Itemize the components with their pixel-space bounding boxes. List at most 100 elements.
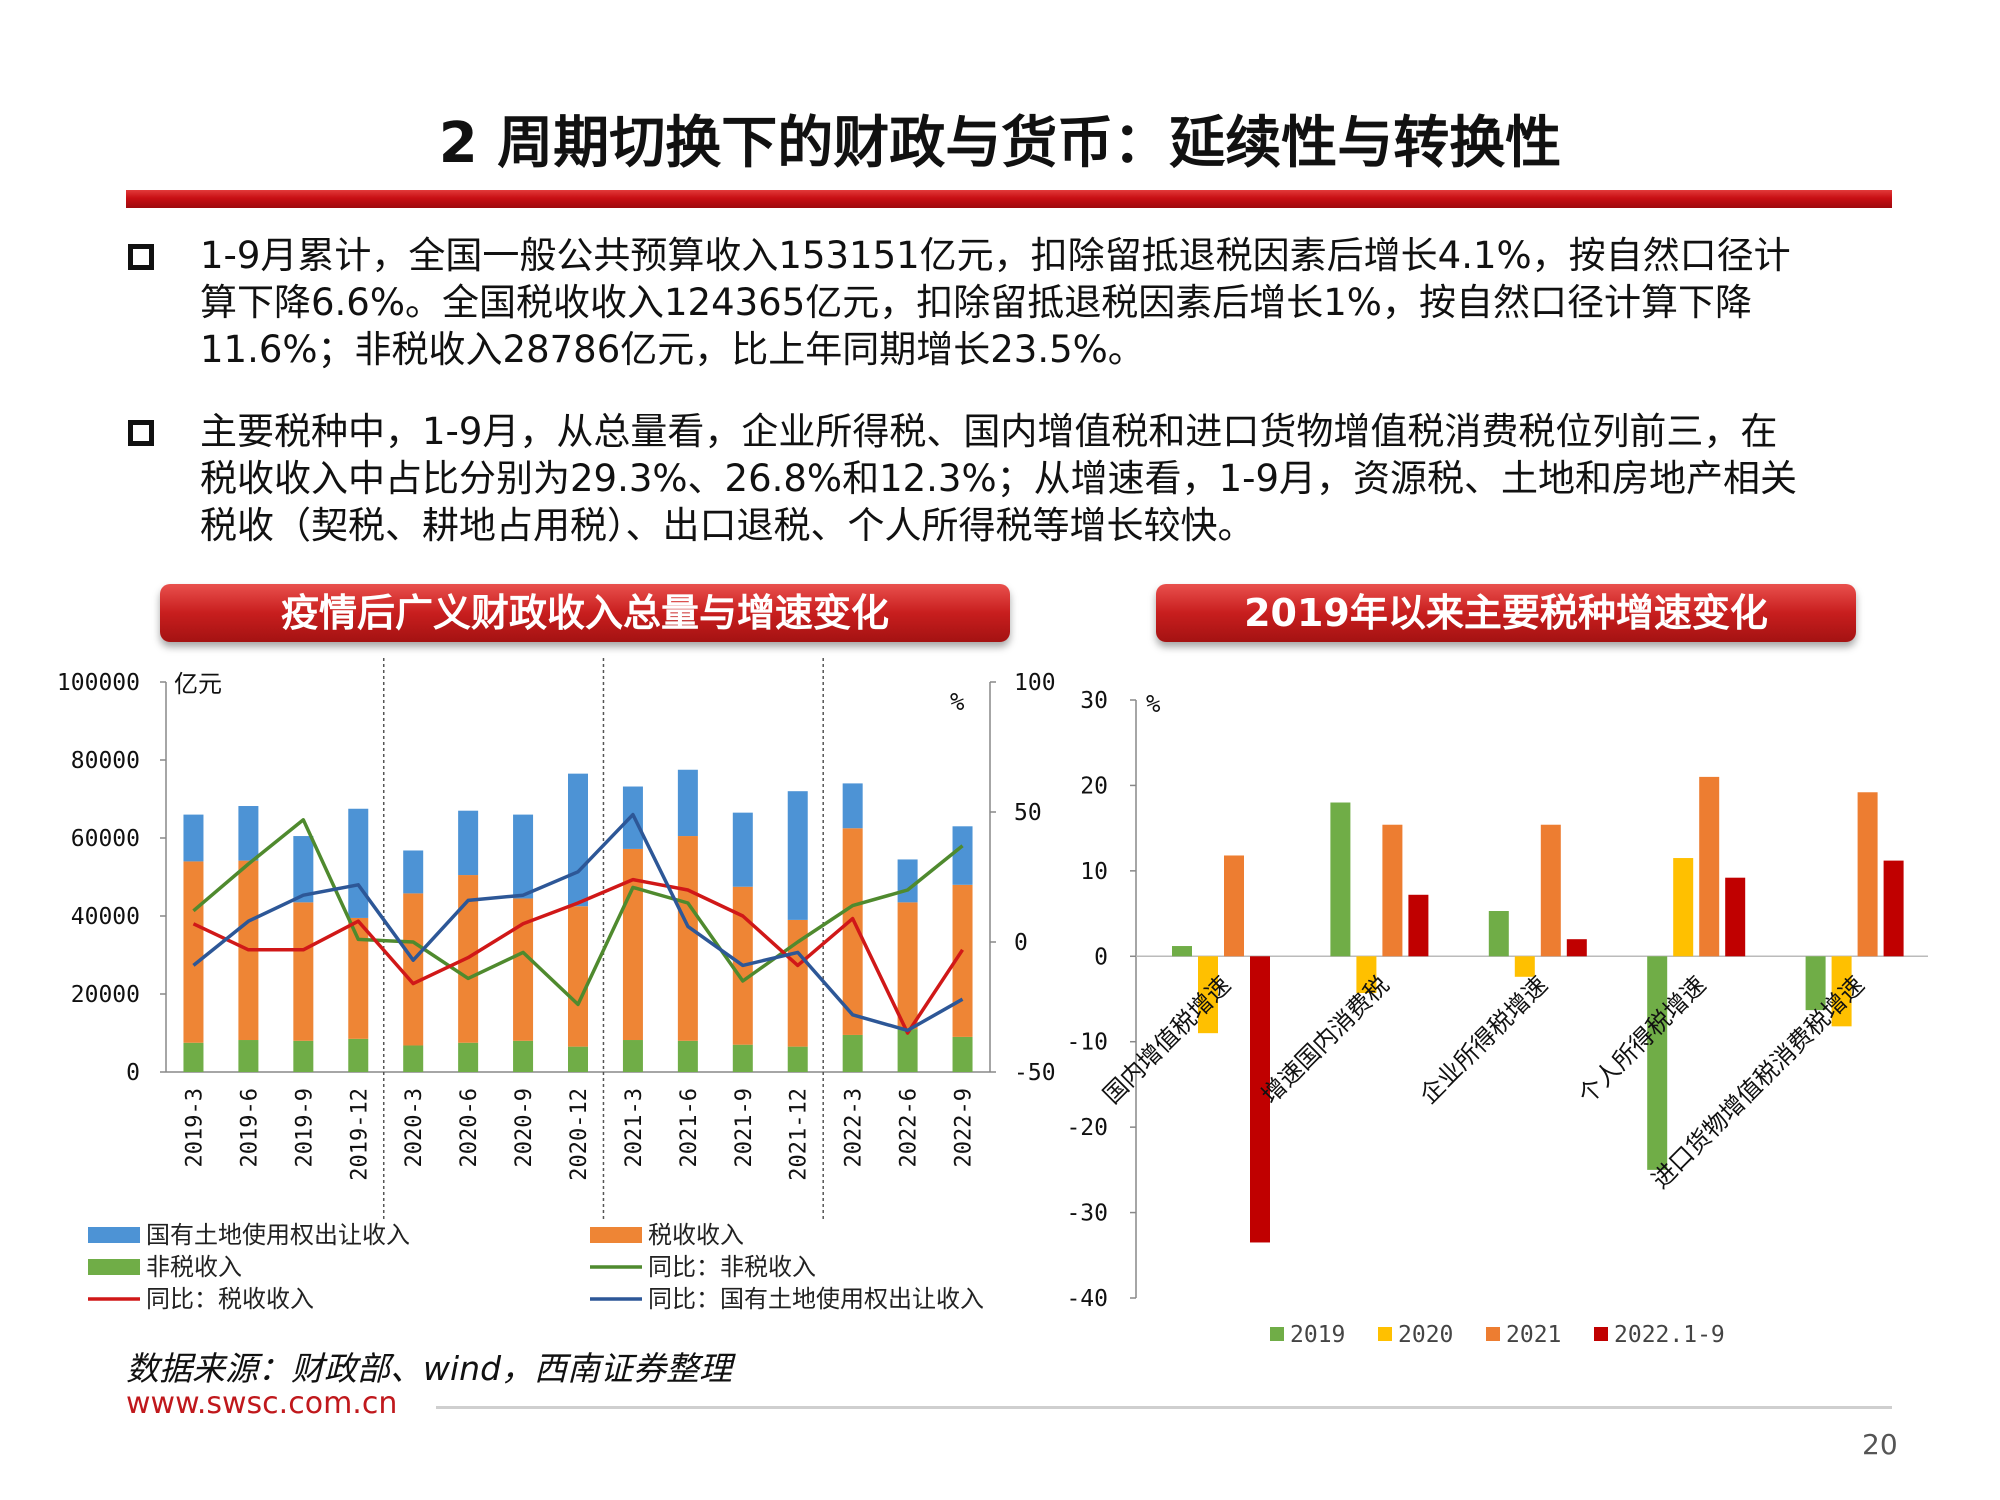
tax-growth-bar	[1647, 956, 1668, 1170]
tax-revenue-bar	[183, 861, 204, 1043]
x-tick-label: 2022-9	[952, 1088, 977, 1167]
non-tax-bar	[897, 1029, 918, 1072]
legend-label: 同比：税收收入	[146, 1285, 314, 1313]
tax-revenue-bar	[952, 884, 973, 1037]
land-sale-bar	[568, 773, 588, 907]
non-tax-bar	[568, 1046, 588, 1072]
legend-label: 2019	[1290, 1322, 1345, 1348]
tax-growth-bar	[1673, 858, 1694, 957]
yoy-non-tax-line	[192, 818, 964, 1007]
legend-label: 非税收入	[146, 1253, 242, 1281]
land-sale-bar	[513, 814, 534, 899]
tax-revenue-bar	[842, 828, 863, 1035]
x-tick-label: 2019-6	[237, 1088, 262, 1167]
bullet-2-line-2: 税收收入中占比分别为29.3%、26.8%和12.3%；从增速看，1-9月，资源…	[200, 457, 1798, 500]
y-tick-label: 20	[1080, 773, 1108, 799]
tax-growth-bar	[1224, 855, 1244, 957]
land-sale-bar	[183, 814, 204, 862]
data-source: 数据来源：财政部、wind，西南证券整理	[126, 1349, 733, 1388]
non-tax-bar	[458, 1042, 479, 1072]
non-tax-bar	[513, 1040, 534, 1072]
x-tick-label: 2019-3	[182, 1088, 207, 1167]
x-tick-label: 2021-9	[732, 1088, 757, 1167]
left-y-tick-label: 100000	[57, 670, 140, 696]
y-tick-label: 0	[1094, 944, 1108, 970]
legend-label: 税收收入	[648, 1221, 744, 1249]
non-tax-bar	[238, 1040, 259, 1072]
legend-label: 同比：国有土地使用权出让收入	[648, 1285, 984, 1313]
y-tick-label: -10	[1066, 1030, 1108, 1056]
y-tick-label: -20	[1066, 1115, 1108, 1141]
tax-growth-bar	[1831, 956, 1852, 1027]
land-sale-bar	[952, 826, 973, 885]
tax-growth-bar	[1172, 946, 1192, 957]
tax-growth-bar	[1488, 911, 1509, 957]
tax-growth-bar	[1356, 956, 1377, 994]
page-title: 2 周期切换下的财政与货币：延续性与转换性	[438, 111, 1562, 176]
tax-revenue-bar	[513, 898, 534, 1041]
bullet-2-line-1: 主要税种中，1-9月，从总量看，企业所得税、国内增值税和进口货物增值税消费税位列…	[200, 410, 1778, 453]
bullet-2-line-3: 税收（契税、耕地占用税）、出口退税、个人所得税等增长较快。	[200, 504, 1255, 547]
right-y-tick-label: 0	[1014, 930, 1028, 956]
x-tick-label: 2020-6	[457, 1088, 482, 1167]
left-y-tick-label: 80000	[71, 748, 140, 774]
non-tax-bar	[183, 1042, 204, 1072]
title-divider	[126, 190, 1892, 208]
legend-label: 2020	[1398, 1322, 1453, 1348]
tax-growth-bar	[1330, 802, 1351, 957]
land-sale-bar	[348, 808, 369, 918]
tax-revenue-bar	[897, 902, 918, 1030]
non-tax-bar	[622, 1040, 643, 1072]
footer-divider	[436, 1406, 1892, 1409]
tax-revenue-bar	[568, 906, 588, 1047]
land-sale-bar	[677, 769, 698, 837]
yoy-land-sale-line	[192, 812, 964, 1033]
land-sale-bar	[293, 836, 314, 903]
x-tick-label: 2021-3	[622, 1088, 647, 1167]
tax-growth-bar	[1883, 860, 1904, 957]
tax-growth-bar	[1857, 792, 1878, 957]
x-tick-label: 2021-6	[677, 1088, 702, 1167]
tax-revenue-bar	[403, 893, 424, 1046]
non-tax-bar	[842, 1034, 863, 1072]
left-y-tick-label: 0	[126, 1060, 140, 1086]
x-tick-label: 2019-12	[347, 1088, 372, 1181]
y-tick-label: -30	[1066, 1201, 1108, 1227]
land-sale-bar	[238, 806, 259, 861]
tax-growth-bar	[1566, 939, 1587, 957]
right-y-tick-label: 50	[1014, 800, 1042, 826]
fiscal-revenue-chart: 0 20000 40000 60000 80000 100000 -50 0 50 100 亿元% 2…	[57, 658, 1056, 1313]
land-sale-bar	[458, 810, 479, 876]
tax-growth-bar	[1198, 956, 1218, 1034]
category-label: 国内增值税增速	[1098, 971, 1237, 1110]
legend-label: 2021	[1506, 1322, 1561, 1348]
tax-growth-bar	[1408, 894, 1429, 957]
bullet-square-icon	[128, 244, 154, 270]
x-tick-label: 2019-9	[292, 1088, 317, 1167]
land-sale-bar	[897, 859, 918, 903]
legend-swatch	[88, 1227, 140, 1243]
category-label: 个人所得税增速	[1573, 971, 1712, 1110]
tax-revenue-bar	[293, 902, 314, 1041]
yoy-tax-line	[192, 877, 964, 1035]
non-tax-bar	[787, 1046, 808, 1072]
x-tick-label: 2022-3	[842, 1088, 867, 1167]
x-tick-label: 2020-3	[402, 1088, 427, 1167]
left-y-tick-label: 40000	[71, 904, 140, 930]
bullet-square-icon	[128, 420, 154, 446]
land-sale-bar	[842, 783, 863, 829]
tax-revenue-bar	[787, 919, 808, 1047]
website-link[interactable]: www.swsc.com.cn	[126, 1386, 398, 1421]
legend-label: 同比：非税收入	[648, 1253, 816, 1281]
tax-revenue-bar	[622, 848, 643, 1041]
legend-swatch	[1270, 1327, 1284, 1341]
legend-swatch	[1378, 1327, 1392, 1341]
right-unit-label: %	[950, 688, 965, 716]
tax-growth-chart: -40 -30 -20 -10 0 10 20 30 % 国内增值税增速 增速国内消费税 企业所得税增…	[1066, 688, 1928, 1348]
unit-label: %	[1146, 690, 1161, 718]
page-number: 20	[1862, 1428, 1898, 1461]
tax-growth-bar	[1805, 956, 1826, 1011]
right-chart-title: 2019年以来主要税种增速变化	[1156, 584, 1856, 642]
land-sale-bar	[787, 791, 808, 920]
non-tax-bar	[952, 1036, 973, 1072]
